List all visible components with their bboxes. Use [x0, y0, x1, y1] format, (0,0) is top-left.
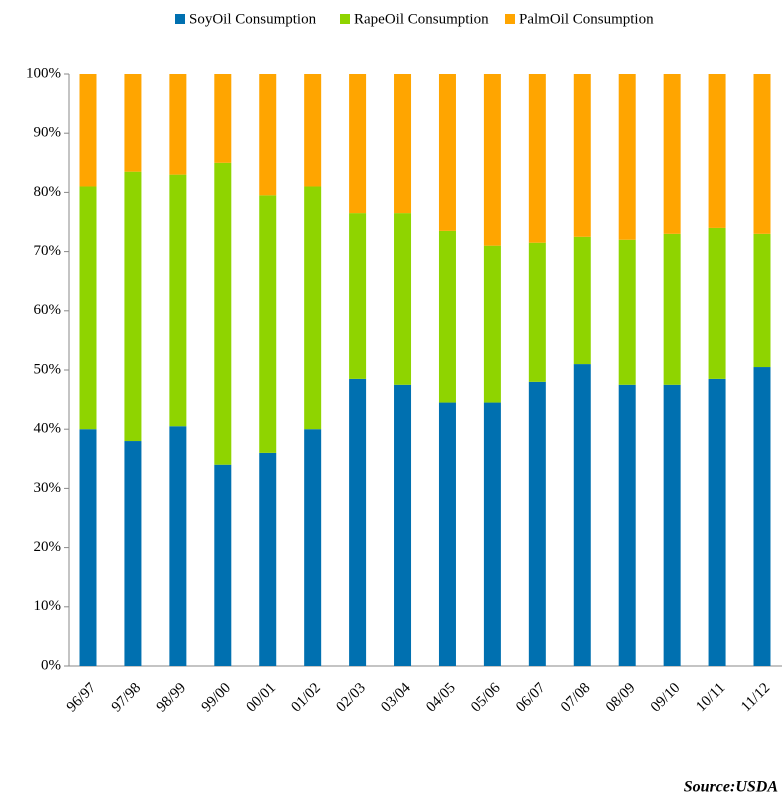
x-tick-label: 08/09 [603, 680, 638, 715]
x-tick-label: 99/00 [199, 680, 234, 715]
bar-segment [753, 74, 771, 234]
bar-segment [259, 74, 277, 196]
legend-swatch [505, 14, 515, 24]
bar-segment [349, 378, 367, 666]
x-tick-label: 97/98 [109, 680, 144, 715]
bar-segment [528, 242, 546, 382]
bar-segment [349, 74, 367, 214]
bar-segment [663, 233, 681, 385]
y-tick-label: 70% [34, 243, 62, 259]
bar-segment [304, 186, 322, 430]
bar-segment [708, 74, 726, 228]
y-tick-label: 80% [34, 184, 62, 200]
bar-segment [214, 74, 232, 163]
x-tick-label: 10/11 [693, 680, 728, 715]
x-tick-label: 06/07 [513, 680, 549, 716]
bar-segment [618, 384, 636, 666]
legend-swatch [175, 14, 185, 24]
x-tick-label: 07/08 [558, 680, 593, 715]
y-tick-label: 50% [34, 361, 62, 377]
x-tick-label: 11/12 [738, 680, 773, 715]
x-tick-label: 09/10 [648, 680, 683, 715]
bar-segment [169, 74, 187, 175]
bar-segment [214, 162, 232, 465]
x-tick-label: 03/04 [378, 680, 414, 716]
legend-label: RapeOil Consumption [354, 11, 489, 27]
bar-segment [394, 384, 412, 666]
x-tick-label: 96/97 [64, 680, 100, 716]
bar-segment [169, 426, 187, 666]
bar-segment [483, 74, 501, 246]
bar-segment [394, 74, 412, 214]
legend-label: SoyOil Consumption [189, 11, 317, 27]
legend-label: PalmOil Consumption [519, 11, 654, 27]
x-tick-label: 04/05 [423, 680, 458, 715]
bar-segment [483, 245, 501, 403]
bar-segment [708, 378, 726, 666]
bar-segment [394, 213, 412, 385]
y-tick-label: 100% [26, 65, 61, 81]
bar-segment [438, 230, 456, 403]
y-tick-label: 90% [34, 125, 62, 141]
x-tick-label: 98/99 [154, 680, 189, 715]
x-tick-label: 01/02 [288, 680, 323, 715]
bar-segment [753, 367, 771, 666]
source-note: Source:USDA [684, 779, 779, 796]
bar-segment [124, 441, 142, 666]
bar-segment [259, 452, 277, 666]
bar-segment [349, 213, 367, 379]
legend-swatch [340, 14, 350, 24]
bar-segment [79, 74, 97, 187]
bar-segment [124, 74, 142, 172]
x-tick-label: 00/01 [244, 680, 279, 715]
y-tick-label: 10% [34, 598, 62, 614]
bar-segment [528, 381, 546, 666]
x-tick-label: 05/06 [468, 680, 504, 716]
bar-segment [438, 402, 456, 666]
bar-segment [79, 186, 97, 430]
bar-segment [708, 227, 726, 379]
bar-segment [259, 195, 277, 453]
x-tick-label: 02/03 [333, 680, 368, 715]
y-tick-label: 30% [34, 480, 62, 496]
bar-segment [573, 364, 591, 666]
bar-segment [753, 233, 771, 368]
y-tick-label: 60% [34, 302, 62, 318]
y-tick-label: 0% [41, 657, 61, 673]
bar-segment [618, 239, 636, 385]
bar-segment [124, 171, 142, 442]
bar-segment [573, 74, 591, 237]
bar-segment [663, 74, 681, 234]
bar-segment [304, 429, 322, 666]
bar-segment [528, 74, 546, 243]
bar-segment [438, 74, 456, 231]
bar-segment [573, 236, 591, 365]
bar-segment [618, 74, 636, 240]
bar-segment [663, 384, 681, 666]
y-tick-label: 20% [34, 539, 62, 555]
bar-segment [304, 74, 322, 187]
bar-segment [169, 174, 187, 427]
bar-segment [79, 429, 97, 666]
y-tick-label: 40% [34, 421, 62, 437]
bar-segment [483, 402, 501, 666]
bar-segment [214, 464, 232, 666]
